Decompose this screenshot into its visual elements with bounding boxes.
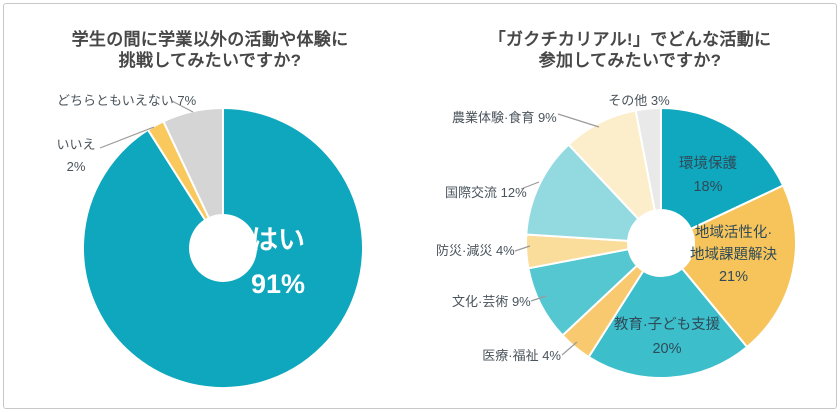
slice-label-yes-text: はい (251, 225, 305, 255)
slice-label-no-pct: 2% (66, 159, 86, 174)
slice-label-no-text: いいえ (56, 137, 96, 152)
chart-panel-left: 学生の間に学業以外の活動や体験に 挑戦してみたいですか? どちらともいえない 7… (0, 29, 420, 306)
leader-line-agriculture (557, 113, 600, 128)
leader-line-medical (561, 341, 578, 356)
pie-slice (162, 107, 224, 220)
slice-label-education-pct: 20% (652, 341, 682, 357)
slice-label-medical: 医療·福祉 4% (482, 348, 561, 363)
title-line: 参加してみたいですか? (538, 51, 722, 70)
slice-label-education-text: 教育·子ども支援 (613, 317, 721, 333)
pie-slice (82, 107, 364, 389)
pie-slice (525, 143, 640, 242)
chart-title-right: 「ガクチカリアル!」でどんな活動に 参加してみたいですか? (420, 29, 840, 71)
slice-label-regional-line2: 地域課題解決 (690, 247, 777, 263)
pie-slice (634, 107, 662, 212)
chart-panel-right: 「ガクチカリアル!」でどんな活動に 参加してみたいですか? その他 3% 農業体… (420, 0, 840, 412)
pie-slice (681, 184, 797, 349)
leader-line-neither (171, 100, 194, 113)
leader-line-no (99, 126, 155, 149)
slice-label-neither: どちらともいえない 7% (57, 93, 197, 108)
slice-label-agriculture: 農業体験·食育 9% (452, 110, 557, 125)
leader-line-disaster (514, 245, 531, 252)
title-line: 学生の間に学業以外の活動や体験に (71, 30, 349, 49)
slice-label-environment-pct: 18% (693, 179, 723, 195)
slice-label-yes: はい 91% (233, 218, 323, 306)
slice-label-regional-pct: 21% (718, 269, 749, 285)
slice-label-other: その他 3% (608, 93, 670, 108)
slice-label-environment-text: 環境保護 (679, 156, 737, 172)
leader-line-international (520, 181, 540, 190)
slice-label-yes-pct: 91% (250, 269, 306, 299)
slice-label-education: 教育·子ども支援 20% (600, 313, 734, 361)
pie-slice (660, 107, 785, 230)
slice-label-no: いいえ 2% (52, 134, 100, 178)
slice-label-international: 国際交流 12% (445, 185, 527, 200)
slice-label-disaster: 防災·減災 4% (436, 243, 515, 258)
slice-label-regional: 地域活性化· 地域課題解決 21% (676, 222, 791, 288)
chart-title-left: 学生の間に学業以外の活動や体験に 挑戦してみたいですか? (0, 29, 420, 71)
title-line: 挑戦してみたいですか? (118, 51, 302, 70)
title-line: 「ガクチカリアル!」でどんな活動に (488, 30, 772, 49)
slice-label-regional-line1: 地域活性化· (694, 225, 773, 241)
slice-label-culture: 文化·芸術 9% (452, 294, 531, 309)
leader-line-culture (530, 295, 547, 302)
slice-label-environment: 環境保護 18% (663, 153, 753, 199)
